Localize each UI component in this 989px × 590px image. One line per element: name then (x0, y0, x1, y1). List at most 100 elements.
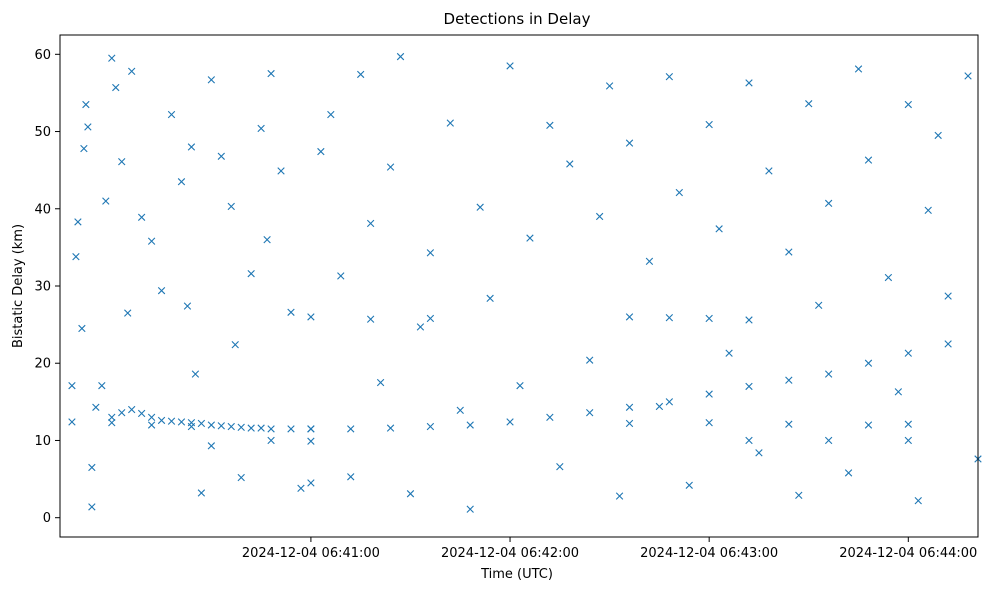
data-point-marker (307, 313, 315, 321)
data-point-marker (815, 301, 823, 309)
data-point-marker (904, 436, 912, 445)
data-point-marker (864, 359, 873, 367)
data-point-marker (191, 370, 200, 378)
data-point-marker (854, 65, 863, 73)
data-point-marker (68, 418, 76, 426)
data-point-marker (68, 381, 76, 390)
data-point-marker (376, 378, 385, 387)
data-point-marker (406, 490, 415, 498)
plot-frame (59, 34, 979, 538)
data-point-marker (237, 423, 245, 432)
data-point-marker (705, 120, 713, 129)
data-point-marker (745, 382, 753, 391)
y-tick-label: 50 (34, 125, 51, 140)
data-point-marker (187, 143, 196, 151)
data-point-marker (207, 421, 216, 429)
data-point-marker (88, 463, 96, 472)
data-point-marker (456, 406, 464, 415)
data-point-marker (785, 376, 793, 384)
data-point-marker (605, 82, 614, 90)
data-point-marker (665, 398, 674, 406)
data-point-marker (386, 424, 395, 432)
data-point-marker (914, 497, 922, 505)
data-point-marker (147, 413, 156, 421)
data-point-marker (426, 422, 435, 431)
data-point-marker (745, 79, 753, 87)
data-point-marker (904, 349, 912, 357)
data-point-marker (824, 199, 833, 208)
data-point-marker (765, 167, 773, 175)
data-point-marker (745, 436, 753, 445)
data-point-marker (183, 302, 192, 310)
data-point-marker (546, 413, 554, 421)
data-point-marker (357, 70, 365, 79)
data-point-marker (317, 147, 325, 156)
data-point-marker (207, 76, 216, 84)
data-point-marker (257, 424, 265, 432)
data-point-marker (257, 124, 265, 133)
data-point-marker (287, 308, 295, 316)
data-point-marker (108, 413, 116, 421)
data-point-marker (108, 54, 116, 62)
data-point-marker (227, 202, 235, 211)
data-point-marker (615, 492, 624, 500)
data-point-marker (516, 381, 524, 390)
data-point-marker (396, 52, 405, 61)
y-tick-label: 0 (43, 511, 51, 526)
data-point-marker (366, 315, 375, 323)
data-point-marker (84, 123, 92, 131)
data-point-marker (556, 463, 564, 471)
data-point-marker (72, 252, 80, 261)
data-point-marker (466, 505, 474, 513)
data-point-marker (366, 219, 375, 228)
data-point-marker (824, 370, 833, 378)
data-point-marker (944, 340, 952, 348)
data-points (68, 52, 982, 513)
data-point-marker (217, 422, 225, 430)
data-point-marker (625, 313, 634, 321)
data-point-marker (426, 314, 435, 323)
data-point-marker (82, 100, 90, 109)
data-point-marker (74, 218, 82, 226)
data-point-marker (118, 157, 126, 166)
data-point-marker (307, 425, 315, 433)
data-point-marker (80, 144, 88, 153)
data-point-marker (755, 449, 763, 457)
data-point-marker (466, 421, 474, 429)
data-point-marker (337, 272, 345, 280)
data-point-marker (267, 436, 275, 445)
data-point-marker (297, 484, 305, 493)
data-point-marker (625, 139, 634, 147)
data-point-marker (187, 422, 196, 431)
data-point-marker (287, 425, 295, 433)
data-point-marker (934, 131, 942, 140)
data-point-marker (118, 408, 126, 417)
data-point-marker (595, 212, 604, 221)
data-point-marker (167, 110, 176, 119)
data-point-marker (715, 225, 723, 233)
data-point-marker (347, 473, 355, 481)
data-point-marker (655, 402, 664, 411)
data-point-marker (88, 503, 96, 511)
data-point-marker (347, 425, 355, 433)
data-point-marker (586, 408, 594, 417)
data-point-marker (247, 424, 255, 432)
data-point-marker (78, 324, 86, 333)
data-point-marker (725, 349, 733, 357)
data-point-marker (685, 481, 693, 489)
y-axis-label: Bistatic Delay (km) (11, 224, 26, 348)
data-point-marker (506, 418, 514, 426)
data-point-marker (675, 188, 683, 197)
y-tick-label: 30 (34, 280, 51, 295)
data-point-marker (785, 248, 793, 256)
data-point-marker (824, 436, 833, 445)
data-point-marker (147, 237, 156, 245)
data-point-marker (157, 416, 166, 425)
data-point-marker (964, 72, 972, 80)
x-axis-label: Time (UTC) (480, 567, 553, 582)
data-point-marker (884, 273, 893, 282)
data-point-marker (267, 425, 275, 433)
data-point-marker (137, 213, 146, 221)
data-point-marker (924, 206, 932, 215)
